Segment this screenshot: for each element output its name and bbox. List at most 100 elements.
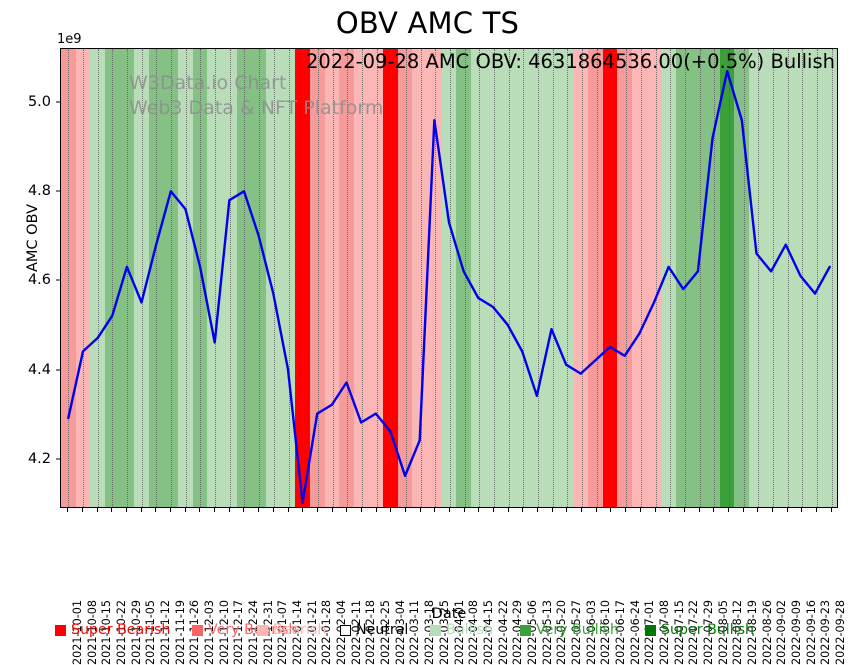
sentiment-band bbox=[485, 49, 501, 507]
sentiment-band bbox=[500, 49, 515, 507]
x-tick-mark bbox=[625, 508, 627, 512]
sentiment-band bbox=[90, 49, 105, 507]
legend-label: Super Bearish bbox=[71, 622, 171, 638]
legend-item[interactable]: Super Bearish bbox=[55, 620, 170, 640]
sentiment-band bbox=[588, 49, 603, 507]
x-tick-mark bbox=[287, 508, 289, 512]
x-tick-mark bbox=[683, 508, 685, 512]
sentiment-band bbox=[646, 49, 662, 507]
sentiment-band bbox=[793, 49, 808, 507]
sentiment-band bbox=[178, 49, 193, 507]
legend-label: Very Bullish bbox=[536, 622, 620, 638]
x-tick-mark bbox=[82, 508, 84, 512]
sentiment-band bbox=[265, 49, 281, 507]
legend: Super Bearish Very Bearish Bearish Neutral B… bbox=[55, 620, 800, 640]
watermark-line-1: W3Data.io Chart bbox=[129, 72, 287, 94]
sentiment-band bbox=[427, 49, 442, 507]
sentiment-band bbox=[602, 49, 618, 507]
sentiment-band bbox=[192, 49, 208, 507]
x-tick-mark bbox=[537, 508, 539, 512]
sentiment-band bbox=[661, 49, 676, 507]
plot-area: W3Data.io Chart Web3 Data & NFT Platform… bbox=[60, 48, 838, 508]
legend-swatch bbox=[645, 624, 656, 636]
sentiment-band bbox=[719, 49, 735, 507]
y-tick-label: 5.0 bbox=[27, 93, 51, 110]
x-tick-mark bbox=[184, 508, 186, 512]
sentiment-band bbox=[412, 49, 428, 507]
y-tick-mark bbox=[56, 369, 60, 371]
sentiment-band bbox=[617, 49, 632, 507]
x-tick-mark bbox=[566, 508, 568, 512]
legend-item[interactable]: Super Bullish bbox=[645, 620, 754, 640]
x-tick-mark bbox=[507, 508, 509, 512]
sentiment-band bbox=[295, 49, 310, 507]
legend-swatch bbox=[192, 624, 203, 636]
legend-item[interactable]: Neutral bbox=[340, 620, 408, 640]
y-axis-offset-label: 1e9 bbox=[57, 32, 82, 47]
legend-swatch bbox=[340, 624, 351, 636]
x-tick-mark bbox=[360, 508, 362, 512]
x-tick-mark bbox=[126, 508, 128, 512]
legend-item[interactable]: Very Bearish bbox=[192, 620, 297, 640]
x-tick-mark bbox=[243, 508, 245, 512]
y-axis: 4.2 4.4 4.6 4.8 5.0 bbox=[0, 48, 60, 508]
legend-label: Bullish bbox=[446, 622, 493, 638]
x-tick-mark bbox=[493, 508, 495, 512]
x-tick-mark bbox=[404, 508, 406, 512]
legend-label: Neutral bbox=[356, 622, 409, 638]
y-tick-label: 4.8 bbox=[27, 182, 51, 199]
x-tick-mark bbox=[258, 508, 260, 512]
sentiment-band bbox=[514, 49, 530, 507]
x-tick-mark bbox=[713, 508, 715, 512]
legend-item[interactable]: Bullish bbox=[430, 620, 493, 640]
legend-item[interactable]: Very Bullish bbox=[520, 620, 619, 640]
x-axis-labels: 2021-10-01 2021-10-08 2021-10-15 2021-10-22… bbox=[60, 514, 847, 665]
x-tick-mark bbox=[316, 508, 318, 512]
obv-line-series bbox=[61, 49, 837, 507]
sentiment-band bbox=[690, 49, 706, 507]
sentiment-band bbox=[222, 49, 237, 507]
sentiment-band bbox=[163, 49, 179, 507]
x-tick-mark bbox=[786, 508, 788, 512]
sentiment-band bbox=[631, 49, 647, 507]
x-tick-mark bbox=[199, 508, 201, 512]
x-tick-mark bbox=[346, 508, 348, 512]
x-tick-mark bbox=[331, 508, 333, 512]
sentiment-bands bbox=[61, 49, 837, 507]
sentiment-band bbox=[148, 49, 164, 507]
legend-item[interactable]: Bearish bbox=[257, 620, 326, 640]
sentiment-band bbox=[324, 49, 340, 507]
watermark: W3Data.io Chart Web3 Data & NFT Platform bbox=[129, 71, 383, 121]
y-tick-label: 4.6 bbox=[27, 272, 51, 289]
x-tick-mark bbox=[771, 508, 773, 512]
sentiment-band bbox=[558, 49, 574, 507]
sentiment-band bbox=[119, 49, 135, 507]
x-tick-mark bbox=[375, 508, 377, 512]
x-tick-mark bbox=[96, 508, 98, 512]
sentiment-band bbox=[353, 49, 369, 507]
x-tick-mark bbox=[463, 508, 465, 512]
sentiment-band bbox=[456, 49, 471, 507]
sentiment-band bbox=[573, 49, 589, 507]
x-tick-mark bbox=[434, 508, 436, 512]
current-value-subtitle: 2022-09-28 AMC OBV: 4631864536.00(+0.5%)… bbox=[305, 50, 835, 73]
x-tick-mark bbox=[140, 508, 142, 512]
x-tick-mark bbox=[170, 508, 172, 512]
page-title: OBV AMC TS bbox=[335, 6, 520, 40]
x-tick-mark bbox=[449, 508, 450, 512]
x-tick-mark bbox=[669, 508, 671, 512]
x-tick-mark bbox=[302, 508, 304, 512]
watermark-line-2: Web3 Data & NFT Platform bbox=[129, 97, 384, 119]
x-tick-mark bbox=[155, 508, 157, 512]
y-tick-label: 4.2 bbox=[27, 450, 51, 467]
x-tick-mark bbox=[522, 508, 524, 512]
sentiment-band bbox=[207, 49, 223, 507]
x-tick-mark bbox=[228, 508, 230, 512]
sentiment-band bbox=[778, 49, 794, 507]
x-tick-mark bbox=[830, 508, 832, 512]
x-tick-mark bbox=[419, 508, 421, 512]
y-tick-mark bbox=[56, 279, 60, 281]
x-tick-mark bbox=[551, 508, 553, 512]
legend-swatch bbox=[520, 624, 531, 636]
sentiment-band bbox=[470, 49, 486, 507]
